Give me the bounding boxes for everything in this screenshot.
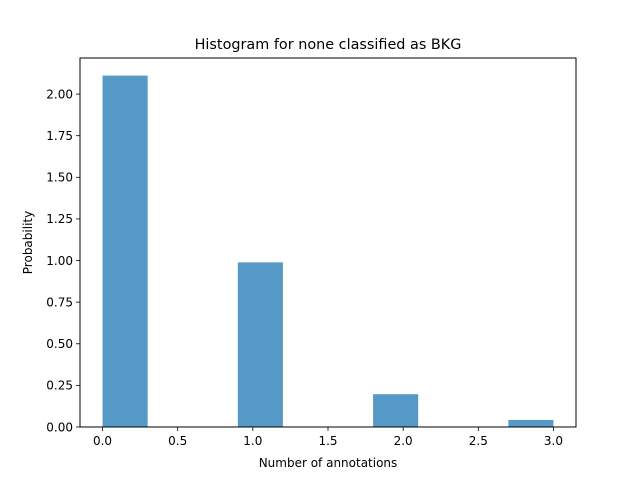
- histogram-bar-1: [237, 262, 283, 427]
- y-tick-label: 0.50: [46, 337, 73, 351]
- x-tick-label: 1.5: [318, 434, 337, 448]
- x-tick-label: 1.0: [243, 434, 262, 448]
- x-tick-label: 0.5: [168, 434, 187, 448]
- x-tick-label: 2.5: [469, 434, 488, 448]
- histogram-bar-2: [373, 394, 419, 427]
- y-tick-label: 0.75: [46, 295, 73, 309]
- chart-title: Histogram for none classified as BKG: [195, 37, 462, 53]
- bars-layer: [102, 75, 554, 427]
- x-tick-label: 2.0: [394, 434, 413, 448]
- y-axis-label: Probability: [21, 211, 35, 274]
- y-tick-label: 0.25: [46, 379, 73, 393]
- y-tick-label: 2.00: [46, 87, 73, 101]
- plot-frame: [79, 57, 577, 428]
- x-tick-label: 3.0: [544, 434, 563, 448]
- y-tick-label: 0.00: [46, 420, 73, 434]
- x-tick-label: 0.0: [93, 434, 112, 448]
- x-axis-label: Number of annotations: [259, 456, 398, 470]
- y-tick-label: 1.50: [46, 171, 73, 185]
- y-axis-ticks: 0.00 0.25 0.50 0.75 1.00 1.25 1.50 1.75 2.00: [46, 87, 80, 434]
- y-tick-label: 1.75: [46, 129, 73, 143]
- x-axis-ticks: 0.0 0.5 1.0 1.5 2.0 2.5 3.0: [93, 427, 563, 448]
- histogram-bar-0: [102, 75, 148, 427]
- y-tick-label: 1.25: [46, 212, 73, 226]
- histogram-bar-3: [508, 420, 554, 427]
- y-tick-label: 1.00: [46, 254, 73, 268]
